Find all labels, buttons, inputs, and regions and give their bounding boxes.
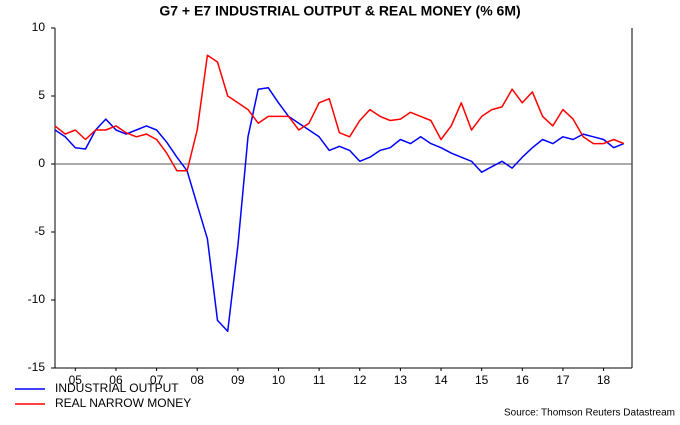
y-tick-label: 10	[32, 20, 46, 34]
y-tick-label: -5	[34, 224, 45, 238]
x-tick-label: 08	[191, 373, 205, 387]
x-tick-label: 07	[150, 373, 164, 387]
x-tick-label: 12	[353, 373, 367, 387]
x-tick-label: 13	[394, 373, 408, 387]
chart-title: G7 + E7 INDUSTRIAL OUTPUT & REAL MONEY (…	[159, 3, 520, 19]
source: Source: Thomson Reuters Datastream	[504, 408, 675, 419]
y-tick-label: -10	[28, 292, 46, 306]
y-tick-label: 5	[38, 88, 45, 102]
legend-label: REAL NARROW MONEY	[55, 396, 191, 410]
legend-label: INDUSTRIAL OUTPUT	[55, 381, 179, 395]
x-tick-label: 06	[109, 373, 123, 387]
x-tick-label: 09	[231, 373, 245, 387]
x-tick-label: 11	[313, 373, 326, 387]
y-tick-label: 0	[38, 156, 45, 170]
x-tick-label: 15	[475, 373, 489, 387]
x-tick-label: 18	[597, 373, 611, 387]
x-tick-label: 17	[556, 373, 570, 387]
x-tick-label: 05	[69, 373, 83, 387]
series-line	[54, 87, 625, 333]
x-tick-label: 10	[272, 373, 286, 387]
x-tick-label: 14	[434, 373, 448, 387]
y-tick-label: -15	[28, 360, 46, 374]
series-line	[54, 54, 625, 172]
x-tick-label: 16	[516, 373, 530, 387]
